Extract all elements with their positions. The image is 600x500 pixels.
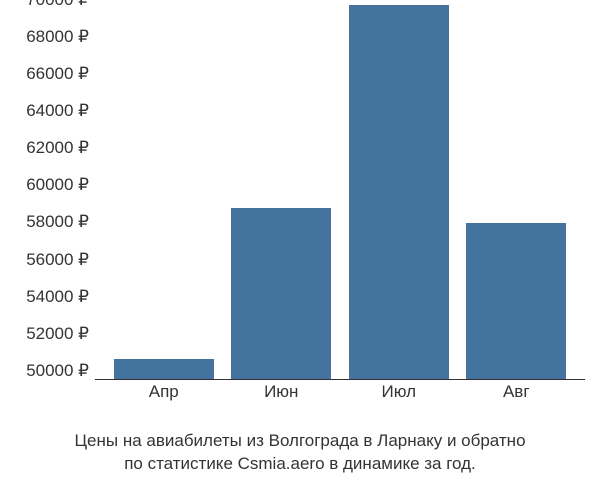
y-axis-label: 58000 ₽ xyxy=(26,212,89,232)
bar-column xyxy=(114,359,214,379)
x-axis-label: Апр xyxy=(114,382,214,402)
bar xyxy=(114,359,214,379)
x-axis-label: Авг xyxy=(466,382,566,402)
x-axis-label: Июл xyxy=(349,382,449,402)
y-axis-label: 68000 ₽ xyxy=(26,27,89,47)
y-axis-label: 64000 ₽ xyxy=(26,101,89,121)
y-axis-label: 52000 ₽ xyxy=(26,324,89,344)
x-axis-labels: Апр Июн Июл Авг xyxy=(95,382,585,402)
plot-area xyxy=(95,0,585,380)
bar-column xyxy=(466,223,566,379)
caption-line-1: Цены на авиабилеты из Волгограда в Ларна… xyxy=(74,431,525,450)
y-axis-label: 54000 ₽ xyxy=(26,287,89,307)
y-axis-label: 60000 ₽ xyxy=(26,175,89,195)
y-axis-label: 50000 ₽ xyxy=(26,361,89,381)
x-axis-label: Июн xyxy=(231,382,331,402)
y-axis-label: 70000 ₽ xyxy=(26,0,89,10)
y-axis-label: 66000 ₽ xyxy=(26,64,89,84)
y-axis-label: 56000 ₽ xyxy=(26,250,89,270)
chart-caption: Цены на авиабилеты из Волгограда в Ларна… xyxy=(0,430,600,476)
price-chart: 50000 ₽ 52000 ₽ 54000 ₽ 56000 ₽ 58000 ₽ 60000… xyxy=(0,0,600,420)
y-axis: 50000 ₽ 52000 ₽ 54000 ₽ 56000 ₽ 58000 ₽ 60000… xyxy=(0,0,95,380)
bar xyxy=(231,208,331,379)
bar-column xyxy=(231,208,331,379)
bar xyxy=(349,5,449,379)
bar-column xyxy=(349,5,449,379)
bar xyxy=(466,223,566,379)
y-axis-label: 62000 ₽ xyxy=(26,138,89,158)
bars-container xyxy=(95,0,585,379)
caption-line-2: по статистике Csmia.aero в динамике за г… xyxy=(124,454,476,473)
